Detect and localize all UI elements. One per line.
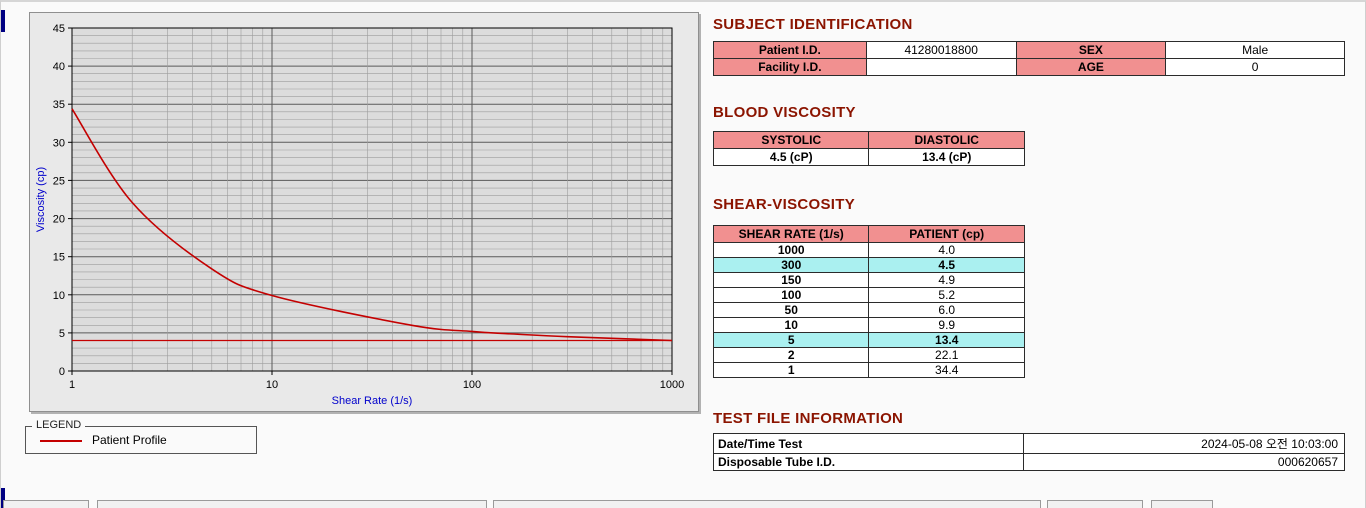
shear-rate-cell: 50 <box>712 302 870 318</box>
svg-text:100: 100 <box>463 379 481 391</box>
diastolic-header: DIASTOLIC <box>868 131 1025 149</box>
legend-box: LEGEND Patient Profile <box>25 419 257 454</box>
svg-text:40: 40 <box>53 61 65 73</box>
svg-text:15: 15 <box>53 252 65 264</box>
svg-text:30: 30 <box>53 137 65 149</box>
blood-viscosity-title: BLOOD VISCOSITY <box>713 104 856 121</box>
patient-cp-cell: 4.0 <box>868 242 1025 258</box>
shear-viscosity-row: 1 34.4 <box>712 362 1025 378</box>
table-row: Patient I.D. 41280018800 SEX Male <box>713 41 1345 59</box>
patient-cp-cell: 4.9 <box>868 272 1025 288</box>
partial-button[interactable] <box>1151 500 1213 508</box>
age-label: AGE <box>1015 58 1167 76</box>
partial-button[interactable] <box>97 500 487 508</box>
svg-text:1000: 1000 <box>660 379 684 391</box>
svg-text:45: 45 <box>53 23 65 35</box>
subject-identification-title: SUBJECT IDENTIFICATION <box>713 16 913 33</box>
viscosity-chart-panel: 0 5 10 15 20 25 30 35 40 45 1 10 100 1000 Shear Rate (… <box>29 12 699 412</box>
partial-button[interactable] <box>493 500 1041 508</box>
patient-cp-header: PATIENT (cp) <box>868 225 1025 243</box>
svg-text:10: 10 <box>266 379 278 391</box>
date-time-test-value: 2024-05-08 오전 10:03:00 <box>1022 433 1345 454</box>
x-axis-label: Shear Rate (1/s) <box>332 395 413 407</box>
facility-id-value <box>865 58 1017 76</box>
shear-rate-cell: 150 <box>712 272 870 288</box>
facility-id-label: Facility I.D. <box>713 58 867 76</box>
shear-viscosity-row: 5 13.4 <box>712 332 1025 348</box>
shear-rate-cell: 1 <box>712 362 870 378</box>
patient-profile-line-swatch <box>40 440 82 442</box>
table-row: 4.5 (cP) 13.4 (cP) <box>712 148 1025 166</box>
y-axis-label: Viscosity (cp) <box>35 167 47 232</box>
table-row: Disposable Tube I.D. 000620657 <box>713 453 1345 471</box>
patient-cp-cell: 6.0 <box>868 302 1025 318</box>
partial-button[interactable] <box>3 500 89 508</box>
svg-text:10: 10 <box>53 290 65 302</box>
viscosity-chart-svg: 0 5 10 15 20 25 30 35 40 45 1 10 100 1000 Shear Rate (… <box>35 23 684 407</box>
shear-viscosity-title: SHEAR-VISCOSITY <box>713 196 856 213</box>
shear-rate-cell: 10 <box>712 317 870 333</box>
window-edge-accent-bottom <box>1 488 5 508</box>
patient-cp-cell: 22.1 <box>868 347 1025 363</box>
patient-cp-cell: 13.4 <box>868 332 1025 348</box>
patient-id-value: 41280018800 <box>865 41 1017 59</box>
test-file-information-title: TEST FILE INFORMATION <box>713 410 904 427</box>
shear-viscosity-row: 1000 4.0 <box>712 242 1025 258</box>
blood-viscosity-table: SYSTOLIC DIASTOLIC 4.5 (cP) 13.4 (cP) <box>712 131 1025 166</box>
shear-rate-cell: 100 <box>712 287 870 303</box>
svg-text:35: 35 <box>53 99 65 111</box>
patient-cp-cell: 5.2 <box>868 287 1025 303</box>
age-value: 0 <box>1165 58 1345 76</box>
legend-box-title: LEGEND <box>32 419 86 431</box>
patient-cp-cell: 9.9 <box>868 317 1025 333</box>
shear-viscosity-row: 300 4.5 <box>712 257 1025 273</box>
svg-text:1: 1 <box>69 379 75 391</box>
shear-rate-cell: 5 <box>712 332 870 348</box>
svg-text:0: 0 <box>59 366 65 378</box>
patient-cp-cell: 34.4 <box>868 362 1025 378</box>
shear-viscosity-row: 50 6.0 <box>712 302 1025 318</box>
shear-viscosity-body: 1000 4.0 300 4.5 150 4.9 100 5.2 50 6.0 10 9.9 5 13.4… <box>712 242 1025 378</box>
patient-id-label: Patient I.D. <box>713 41 867 59</box>
disposable-tube-id-value: 000620657 <box>1022 453 1345 471</box>
shear-rate-cell: 2 <box>712 347 870 363</box>
shear-rate-header: SHEAR RATE (1/s) <box>712 225 870 243</box>
shear-viscosity-table: SHEAR RATE (1/s) PATIENT (cp) 1000 4.0 300… <box>712 225 1025 378</box>
shear-viscosity-row: 150 4.9 <box>712 272 1025 288</box>
svg-text:25: 25 <box>53 175 65 187</box>
subject-identification-table: Patient I.D. 41280018800 SEX Male Facili… <box>713 41 1345 76</box>
systolic-header: SYSTOLIC <box>712 131 870 149</box>
shear-rate-cell: 1000 <box>712 242 870 258</box>
patient-profile-curve <box>71 108 673 342</box>
patient-profile-legend-label: Patient Profile <box>92 433 167 447</box>
date-time-test-label: Date/Time Test <box>713 433 1024 454</box>
table-row: SYSTOLIC DIASTOLIC <box>712 131 1025 149</box>
table-row: SHEAR RATE (1/s) PATIENT (cp) <box>712 225 1025 243</box>
svg-text:20: 20 <box>53 214 65 226</box>
shear-viscosity-row: 2 22.1 <box>712 347 1025 363</box>
table-row: Facility I.D. AGE 0 <box>713 58 1345 76</box>
window-edge-accent-top <box>1 10 5 32</box>
shear-viscosity-row: 100 5.2 <box>712 287 1025 303</box>
report-panel: SUBJECT IDENTIFICATION Patient I.D. 4128… <box>712 10 1345 471</box>
disposable-tube-id-label: Disposable Tube I.D. <box>713 453 1024 471</box>
systolic-value: 4.5 (cP) <box>712 148 870 166</box>
diastolic-value: 13.4 (cP) <box>868 148 1025 166</box>
shear-viscosity-row: 10 9.9 <box>712 317 1025 333</box>
test-file-information-table: Date/Time Test 2024-05-08 오전 10:03:00 Di… <box>713 433 1345 471</box>
sex-value: Male <box>1165 41 1345 59</box>
patient-cp-cell: 4.5 <box>868 257 1025 273</box>
partial-button[interactable] <box>1047 500 1143 508</box>
sex-label: SEX <box>1015 41 1167 59</box>
table-row: Date/Time Test 2024-05-08 오전 10:03:00 <box>713 433 1345 454</box>
shear-rate-cell: 300 <box>712 257 870 273</box>
svg-text:5: 5 <box>59 328 65 340</box>
